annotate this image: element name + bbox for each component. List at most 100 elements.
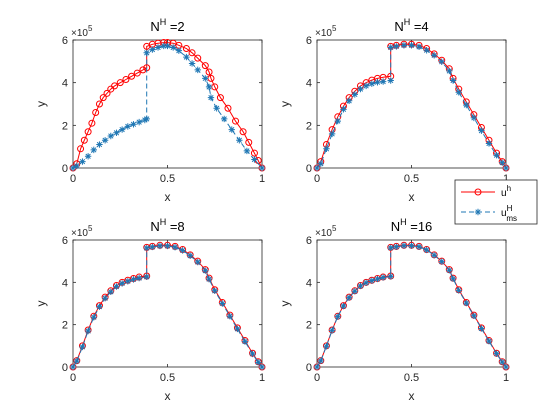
y-tick-label: 4 (62, 277, 68, 289)
title-base: N (150, 219, 159, 234)
plot-title: NH =8 (150, 217, 184, 234)
data-point (313, 363, 321, 371)
exponent-power: 5 (332, 24, 337, 33)
data-point (188, 60, 196, 67)
data-point (430, 252, 438, 259)
data-point (438, 58, 445, 65)
data-point (130, 276, 137, 283)
y-exponent-label: ×105 (315, 224, 337, 239)
data-point (455, 287, 462, 294)
data-point (96, 141, 103, 148)
y-tick-label: 6 (306, 235, 312, 247)
data-point (202, 267, 209, 274)
data-point (415, 243, 423, 250)
data-point (156, 242, 164, 250)
axes-box (72, 239, 263, 368)
data-point (478, 127, 485, 134)
data-point (116, 79, 124, 87)
y-axis-label: y (34, 301, 48, 307)
data-point (130, 121, 137, 128)
y-tick-label: 6 (306, 35, 312, 47)
data-point (154, 44, 162, 51)
data-point (96, 303, 103, 310)
data-point (194, 258, 201, 266)
exponent-base: ×10 (315, 28, 332, 39)
data-point (239, 128, 247, 136)
exponent-base: ×10 (71, 28, 88, 39)
legend-label-base: u (501, 208, 507, 219)
data-point (478, 325, 485, 332)
data-point (351, 288, 358, 295)
x-axis-label: x (165, 190, 171, 204)
y-tick-label: 4 (306, 78, 312, 90)
data-point (92, 109, 100, 117)
plot-title: NH =4 (394, 17, 428, 34)
title-sup: H (160, 217, 167, 227)
data-point (103, 89, 111, 97)
x-tick-label: 1 (503, 372, 509, 384)
series-u-ms (69, 42, 266, 172)
title-rest: =16 (407, 219, 433, 234)
data-point (149, 243, 156, 251)
x-tick-label: 1 (259, 372, 265, 384)
data-point (340, 106, 347, 113)
data-point (205, 275, 213, 283)
data-point (207, 94, 215, 101)
data-point (107, 288, 114, 296)
data-point (232, 117, 240, 125)
subplot-4: 0 0.5 1 0 2 4 6×105 x y NH =16 (278, 217, 510, 403)
data-point (175, 47, 183, 54)
data-point (340, 302, 347, 310)
data-point (90, 314, 97, 321)
data-point (160, 42, 167, 50)
data-point (393, 243, 400, 250)
data-point (113, 129, 120, 136)
series-u-ms (313, 242, 510, 371)
data-point (387, 273, 394, 280)
data-point (139, 66, 147, 74)
data-point (317, 160, 324, 167)
data-point (334, 117, 341, 125)
y-tick-label: 0 (306, 362, 312, 374)
exponent-power: 5 (88, 24, 93, 33)
y-tick-label: 2 (306, 320, 312, 332)
legend-entry: uH ms (461, 204, 517, 223)
data-point (387, 44, 394, 51)
data-point (438, 258, 445, 265)
data-point (446, 267, 453, 274)
data-point (493, 350, 500, 357)
data-point (133, 69, 141, 77)
data-point (345, 294, 353, 301)
y-tick-label: 0 (62, 163, 68, 175)
data-point (313, 164, 321, 172)
data-point (80, 136, 88, 144)
data-point (128, 72, 136, 80)
data-point (149, 46, 156, 53)
legend-label-base: u (501, 188, 507, 199)
data-point (446, 67, 453, 75)
data-point (205, 68, 213, 76)
exponent-power: 5 (332, 224, 337, 233)
data-point (250, 149, 258, 157)
series-u-ms (313, 42, 510, 172)
data-point (502, 164, 510, 172)
x-axis-label: x (409, 389, 415, 403)
data-point (345, 97, 353, 104)
subplot-3: 0 0.5 1 0 2 4 6×105 x y NH =8 (34, 217, 266, 403)
data-point (485, 140, 493, 147)
data-point (107, 132, 114, 140)
data-point (485, 337, 493, 345)
x-tick-label: 1 (259, 173, 265, 185)
data-point (221, 115, 228, 123)
data-point (143, 115, 150, 123)
x-axis-label: x (165, 389, 171, 403)
data-point (249, 350, 256, 358)
data-point (101, 137, 109, 144)
data-point (387, 244, 394, 252)
data-point (234, 325, 241, 333)
subplot-1: 0 0.5 1 0 2 4 6×105 x y NH =2 (34, 17, 266, 204)
data-point (463, 299, 470, 307)
data-point (463, 101, 470, 109)
data-point (499, 159, 506, 166)
